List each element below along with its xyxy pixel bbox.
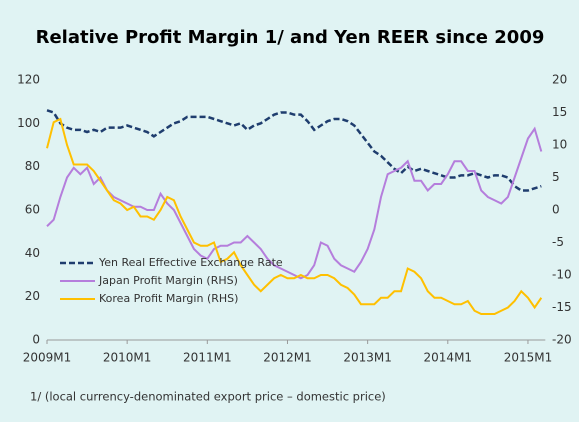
y2-tick-label: 15 bbox=[552, 105, 567, 119]
y-tick-label: 80 bbox=[25, 159, 40, 173]
x-tick-label: 2011M1 bbox=[183, 351, 232, 365]
series-line bbox=[46, 109, 542, 192]
y2-tick-label: 10 bbox=[552, 138, 567, 152]
x-tick-label: 2010M1 bbox=[103, 351, 152, 365]
y-tick-label: 60 bbox=[25, 203, 40, 217]
y-tick-label: 20 bbox=[25, 289, 40, 303]
series-line bbox=[46, 117, 543, 315]
footnote: 1/ (local currency-denominated export pr… bbox=[30, 390, 386, 404]
legend-label: Japan Profit Margin (RHS) bbox=[98, 274, 238, 287]
chart-title: Relative Profit Margin 1/ and Yen REER s… bbox=[36, 27, 545, 48]
x-tick-label: 2013M1 bbox=[343, 351, 392, 365]
y2-tick-label: -10 bbox=[552, 268, 572, 282]
x-tick-label: 2015M1 bbox=[504, 351, 553, 365]
y2-tick-label: -5 bbox=[552, 235, 564, 249]
y2-tick-label: -20 bbox=[552, 333, 572, 347]
y2-tick-label: -15 bbox=[552, 300, 572, 314]
series-line bbox=[46, 126, 543, 280]
x-tick-label: 2014M1 bbox=[424, 351, 473, 365]
y-tick-label: 0 bbox=[32, 333, 40, 347]
y-tick-label: 100 bbox=[17, 116, 40, 130]
y2-tick-label: 20 bbox=[552, 73, 567, 87]
x-tick-label: 2012M1 bbox=[263, 351, 312, 365]
y2-tick-label: 0 bbox=[552, 203, 560, 217]
y-tick-label: 120 bbox=[17, 73, 40, 87]
legend-label: Korea Profit Margin (RHS) bbox=[99, 292, 238, 305]
y-tick-label: 40 bbox=[25, 246, 40, 260]
x-tick-label: 2009M1 bbox=[23, 351, 72, 365]
y2-tick-label: 5 bbox=[552, 170, 560, 184]
legend-label: Yen Real Effective Exchange Rate bbox=[98, 256, 283, 269]
